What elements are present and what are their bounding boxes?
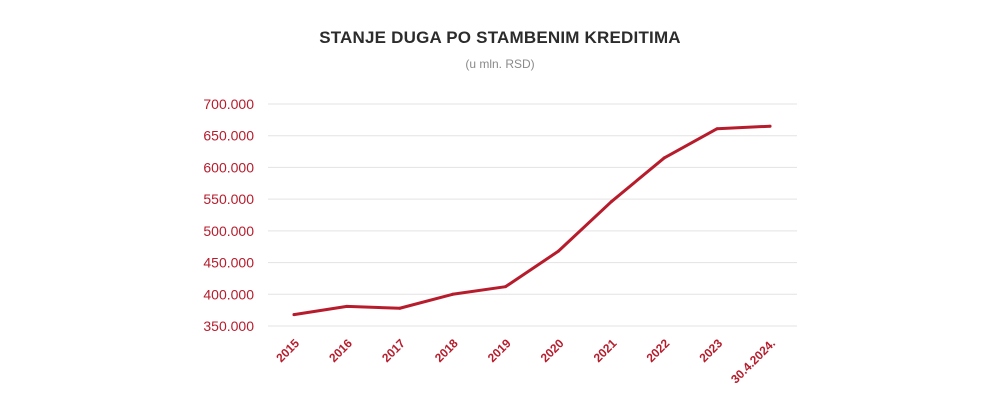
y-tick-label: 400.000 <box>203 286 254 302</box>
y-axis-ticks: 350.000 400.000 450.000 500.000 550.000 600.0… <box>203 96 254 334</box>
gridlines <box>268 103 797 327</box>
x-tick-label: 2016 <box>326 336 355 365</box>
data-point <box>292 313 296 317</box>
x-tick-label: 2015 <box>273 336 302 365</box>
x-tick-label: 2022 <box>644 336 673 365</box>
x-tick-label: 2019 <box>485 336 514 365</box>
x-tick-label: 2017 <box>379 336 408 365</box>
y-tick-label: 450.000 <box>203 255 254 271</box>
y-tick-label: 650.000 <box>203 128 254 144</box>
series-layer <box>292 124 772 317</box>
chart-subtitle: (u mln. RSD) <box>465 57 535 71</box>
y-tick-label: 550.000 <box>203 191 254 207</box>
data-point <box>451 292 455 296</box>
data-point <box>345 304 349 308</box>
x-tick-label: 2021 <box>591 336 620 365</box>
x-axis-ticks: 2015 2016 2017 2018 2019 2020 2021 2022 2023 30.4… <box>273 336 778 386</box>
x-tick-label: 30.4.2024. <box>728 336 778 386</box>
data-point <box>715 127 719 131</box>
data-point <box>768 124 772 128</box>
x-tick-label: 2018 <box>432 336 461 365</box>
y-tick-label: 500.000 <box>203 223 254 239</box>
series-line <box>292 124 772 317</box>
data-point <box>398 306 402 310</box>
data-point <box>556 249 560 253</box>
data-point <box>662 156 666 160</box>
y-tick-label: 350.000 <box>203 318 254 334</box>
x-tick-label: 2020 <box>538 336 567 365</box>
chart-title: STANJE DUGA PO STAMBENIM KREDITIMA <box>319 28 681 47</box>
data-point <box>504 285 508 289</box>
y-tick-label: 700.000 <box>203 96 254 112</box>
y-tick-label: 600.000 <box>203 159 254 175</box>
x-tick-label: 2023 <box>696 336 725 365</box>
data-point <box>609 200 613 204</box>
